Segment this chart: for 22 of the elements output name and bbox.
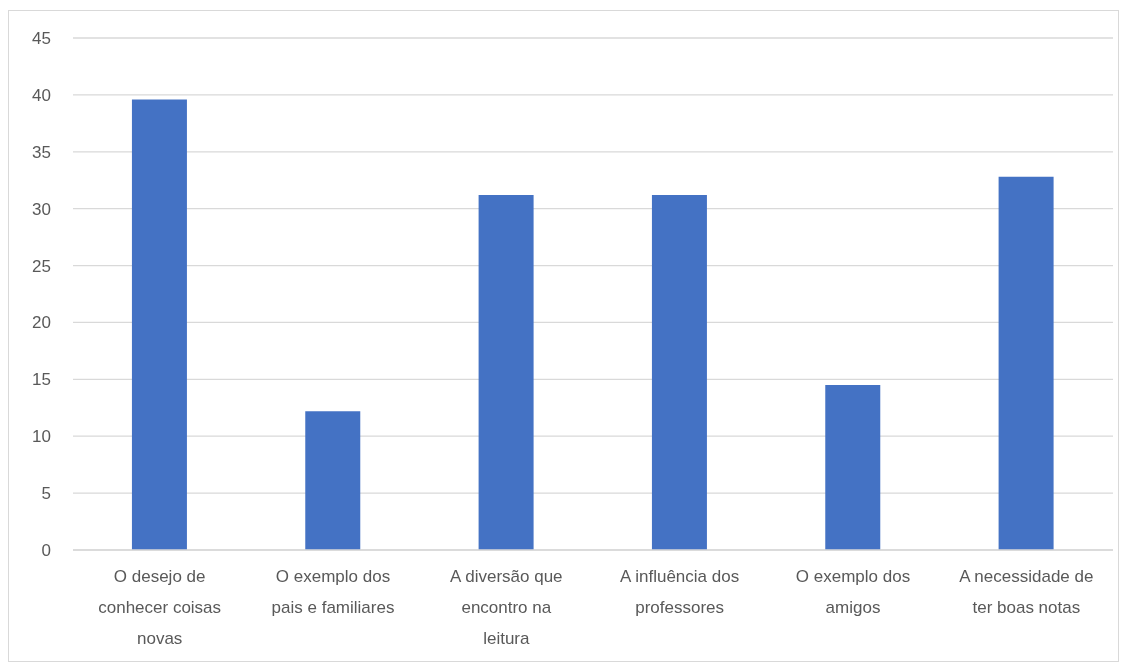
x-tick-label: A necessidade de ter boas notas (959, 567, 1094, 617)
bar (825, 385, 881, 550)
bar (478, 195, 534, 550)
bar (998, 176, 1054, 550)
x-tick-label: O desejo de conhecer coisas novas (98, 567, 222, 648)
y-tick-label: 0 (41, 541, 51, 561)
x-tick-label: A influência dos professores (620, 567, 740, 617)
y-tick-label: 25 (32, 256, 51, 276)
y-tick-label: 20 (32, 313, 51, 333)
x-tick-label: O exemplo dos amigos (795, 567, 911, 617)
bar (651, 195, 707, 550)
y-tick-label: 5 (41, 484, 51, 504)
y-tick-label: 30 (32, 199, 51, 219)
y-tick-label: 45 (32, 29, 51, 49)
x-tick-label: O exemplo dos pais e familiares (271, 567, 395, 617)
x-tick-label: A diversão que encontro na leitura (450, 567, 563, 648)
bar (305, 411, 361, 550)
y-tick-label: 10 (32, 427, 51, 447)
y-tick-label: 40 (32, 85, 51, 105)
y-tick-label: 15 (32, 370, 51, 390)
bar (131, 99, 187, 550)
y-tick-label: 35 (32, 142, 51, 162)
